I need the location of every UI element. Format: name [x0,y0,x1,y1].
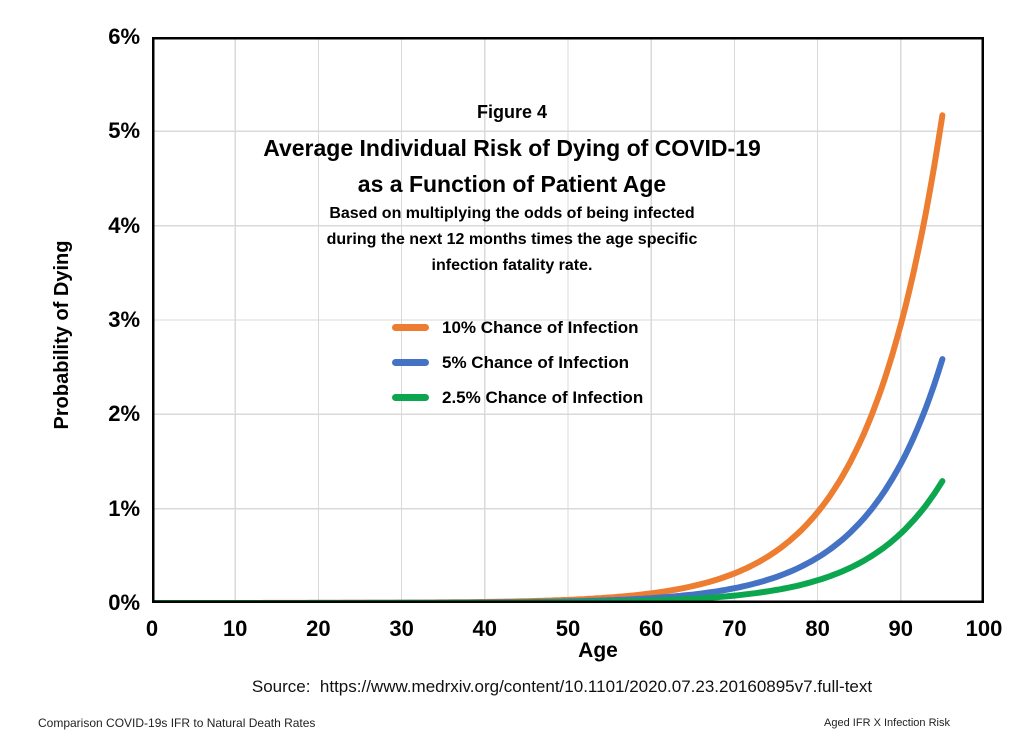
chart-title-line1: Average Individual Risk of Dying of COVI… [263,135,761,161]
x-axis-title: Age [578,639,618,662]
legend-swatch-orange [392,324,429,331]
chart-subtitle-line1: Based on multiplying the odds of being i… [329,205,695,222]
y-tick-label: 5% [108,118,140,144]
y-tick-label: 3% [108,307,140,332]
legend-item: 2.5% Chance of Infection [392,380,643,415]
chart-subtitle-line3: infection fatality rate. [431,257,593,274]
chart-subtitle-line2: during the next 12 months times the age … [326,231,698,248]
chart-title-line2: as a Function of Patient Age [357,171,667,197]
x-tick-label: 40 [472,616,498,641]
y-tick-label: 2% [108,401,140,427]
source-citation: Source: https://www.medrxiv.org/content/… [251,677,873,696]
legend-item: 10% Chance of Infection [392,310,643,345]
plot-area [152,37,984,603]
y-tick-label: 0% [108,590,140,615]
x-tick-label: 90 [888,616,914,641]
legend-swatch-blue [392,359,429,366]
x-tick-label: 30 [389,616,414,641]
legend-label: 5% Chance of Infection [442,352,630,372]
x-tick-label: 50 [555,616,581,641]
x-tick-label: 70 [722,616,747,641]
plot-border [152,37,984,603]
y-tick-label: 6% [108,24,140,49]
footer-left: Comparison COVID-19s IFR to Natural Deat… [38,716,316,730]
legend-label: 10% Chance of Infection [442,317,639,337]
x-tick-label: 100 [965,616,1003,641]
y-tick-label: 1% [108,495,140,521]
legend-label: 2.5% Chance of Infection [442,387,644,407]
x-tick-label: 80 [805,616,830,641]
y-tick-label: 4% [108,212,140,238]
x-tick-label: 10 [222,616,248,641]
chart-title-block: Figure 4 Average Individual Risk of Dyin… [232,100,792,279]
figure-label: Figure 4 [476,102,547,122]
footer-right: Aged IFR X Infection Risk [824,717,950,729]
legend-swatch-green [392,394,429,401]
x-tick-label: 60 [638,616,664,641]
x-tick-label: 20 [306,616,331,641]
legend: 10% Chance of Infection 5% Chance of Inf… [392,310,643,415]
x-tick-label: 0 [145,616,159,641]
legend-item: 5% Chance of Infection [392,345,643,380]
